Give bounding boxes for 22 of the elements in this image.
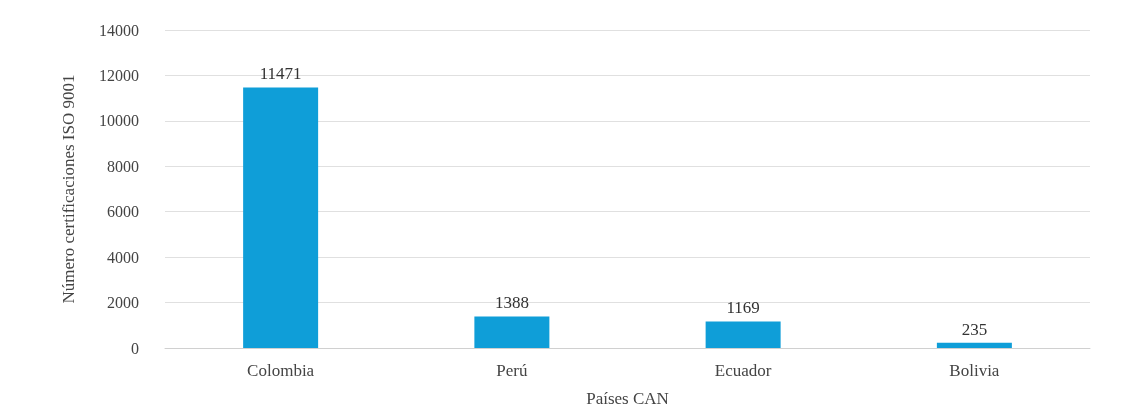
y-tick-label: 12000: [99, 66, 139, 84]
x-tick-label: Perú: [496, 361, 528, 380]
x-axis-title: Países CAN: [586, 389, 669, 408]
data-label: 11471: [259, 64, 302, 84]
bar: [705, 321, 781, 348]
y-tick-label: 14000: [99, 21, 139, 39]
x-tick-label: Colombia: [247, 361, 315, 380]
data-label: 1388: [494, 293, 529, 313]
x-tick-label: Ecuador: [714, 361, 772, 380]
bar: [243, 87, 319, 348]
x-tick-label: Bolivia: [949, 361, 1000, 380]
y-tick-label: 10000: [99, 112, 139, 130]
data-label: 1169: [726, 298, 760, 318]
y-tick-label: 2000: [107, 294, 139, 312]
y-tick-label: 0: [131, 339, 139, 357]
y-tick-label: 6000: [107, 203, 139, 221]
y-tick-label: 8000: [107, 157, 139, 175]
data-label: 235: [961, 319, 988, 339]
y-tick-label: 4000: [107, 248, 139, 266]
bar: [936, 342, 1012, 348]
y-axis-title: Número certificaciones ISO 9001: [59, 74, 78, 304]
bar: [474, 316, 550, 348]
